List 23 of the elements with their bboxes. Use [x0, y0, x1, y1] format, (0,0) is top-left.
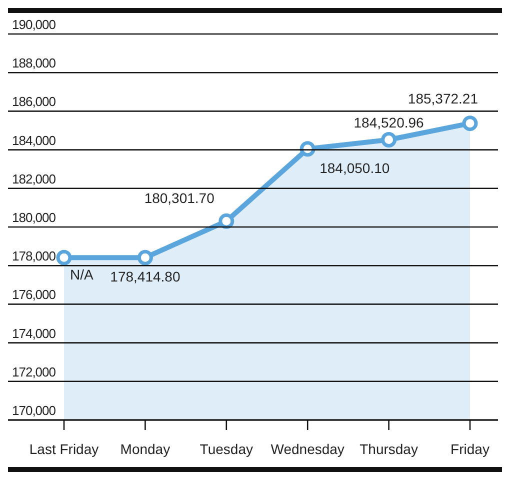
x-tick-label: Last Friday: [29, 441, 99, 457]
y-tick-label: 178,000: [12, 248, 56, 264]
x-tick-label: Monday: [120, 441, 170, 457]
y-tick-label: 182,000: [12, 171, 56, 186]
y-tick-label: 176,000: [12, 287, 56, 302]
x-tick-label: Tuesday: [200, 441, 253, 457]
y-tick-label: 172,000: [12, 364, 56, 380]
x-tick-label: Wednesday: [270, 441, 344, 457]
data-label: 178,414.80: [110, 268, 180, 285]
y-tick-label: 186,000: [12, 94, 56, 110]
y-tick-label: 190,000: [12, 17, 56, 32]
y-tick-label: 174,000: [12, 326, 56, 341]
y-tick-label: 184,000: [12, 132, 56, 148]
x-tick-label: Thursday: [360, 441, 418, 457]
y-tick-label: 170,000: [12, 403, 56, 418]
data-label: 180,301.70: [144, 190, 215, 206]
data-label: 184,520.96: [354, 114, 424, 131]
data-label: N/A: [70, 266, 94, 283]
y-tick-label: 180,000: [12, 210, 56, 225]
x-tick-label: Friday: [450, 441, 490, 457]
data-label: 184,050.10: [320, 160, 390, 176]
y-tick-label: 188,000: [12, 56, 56, 71]
data-label: 185,372.21: [408, 90, 478, 106]
